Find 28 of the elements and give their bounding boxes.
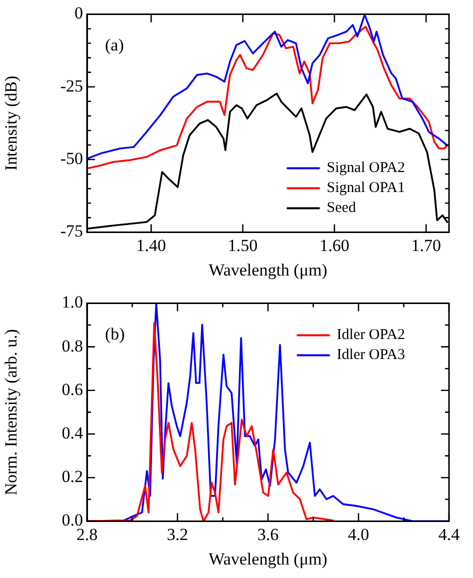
y-tick-label: 1.0 (62, 292, 83, 312)
x-tick-label: 1.70 (411, 236, 441, 255)
y-tick-label: -50 (60, 149, 83, 168)
legend-label: Signal OPA1 (326, 180, 406, 196)
x-tick-label: 3.2 (166, 524, 188, 544)
annotation: (a) (105, 36, 124, 55)
x-tick-label: 1.40 (136, 236, 166, 255)
y-tick-label: 0.4 (62, 423, 84, 442)
y-tick-label: 0 (74, 4, 83, 23)
x-tick-label: 1.50 (228, 236, 258, 255)
y-tick-label: 0.8 (62, 336, 83, 356)
y-tick-label: -75 (60, 222, 83, 241)
x-tick-label: 4.4 (438, 524, 460, 544)
x-axis-title: Wavelength (μm) (208, 260, 328, 280)
legend-label: Seed (326, 200, 356, 216)
annotation: (b) (105, 324, 125, 344)
y-axis-title: Norm. Intensity (arb. u.) (2, 329, 21, 496)
x-tick-label: 1.60 (320, 236, 350, 255)
legend-label: Idler OPA3 (336, 347, 406, 364)
x-tick-label: 3.6 (257, 524, 279, 544)
y-tick-label: 0.6 (62, 380, 83, 399)
y-tick-label: -25 (60, 76, 83, 96)
y-axis-title: Intensity (dB) (2, 76, 21, 171)
x-tick-label: 4.0 (348, 524, 370, 544)
y-tick-label: 0.2 (62, 467, 83, 486)
legend-label: Idler OPA2 (336, 327, 406, 344)
x-axis-title: Wavelength (μm) (208, 549, 328, 568)
legend-label: Signal OPA2 (326, 160, 406, 176)
